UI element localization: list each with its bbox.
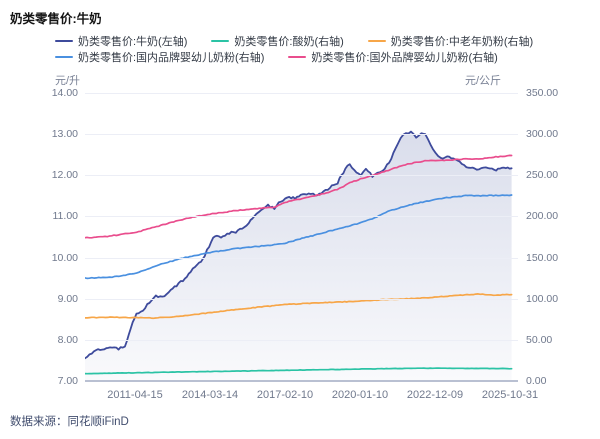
right-axis-tick: 150.00 [526, 252, 559, 264]
milk-line-swatch-icon [55, 39, 73, 43]
right-axis-unit: 元/公斤 [465, 75, 502, 87]
legend-row-2: 奶类零售价:国内品牌婴幼儿奶粉(右轴) 奶类零售价:国外品牌婴幼儿奶粉(右轴) [55, 49, 533, 65]
x-axis-tick: 2025-10-31 [481, 389, 539, 401]
foreign-infant-line-swatch-icon [288, 55, 307, 59]
gridline [85, 93, 518, 94]
plot-area[interactable] [85, 93, 518, 382]
right-axis-tick: 250.00 [526, 169, 559, 181]
legend-item-label: 奶类零售价:中老年奶粉(右轴) [390, 36, 534, 48]
gridline [85, 258, 518, 259]
right-axis-tick: 100.00 [526, 293, 559, 305]
gridline [85, 340, 518, 341]
line-series-canvas [85, 93, 518, 381]
data-source-note: 数据来源：同花顺iFinD [10, 416, 129, 428]
right-axis-tick: 0.00 [526, 375, 547, 387]
left-axis-tick: 11.00 [52, 210, 79, 222]
x-axis-tick: 2022-12-09 [406, 389, 464, 401]
x-axis-tick: 2020-01-10 [331, 389, 389, 401]
legend-row-1: 奶类零售价:牛奶(左轴) 奶类零售价:酸奶(右轴) 奶类零售价:中老年奶粉(右轴… [55, 33, 533, 49]
x-axis-tick: 2017-02-10 [256, 389, 314, 401]
legend-item-milk[interactable]: 奶类零售价:牛奶(左轴) [55, 33, 187, 49]
legend-item-label: 奶类零售价:酸奶(右轴) [234, 36, 344, 48]
legend-item-midage-powder[interactable]: 奶类零售价:中老年奶粉(右轴) [367, 33, 534, 49]
x-axis-tick: 2011-04-15 [107, 389, 163, 401]
left-axis-tick: 9.00 [57, 293, 78, 305]
left-axis-tick: 12.00 [51, 169, 78, 181]
legend-item-foreign-infant-powder[interactable]: 奶类零售价:国外品牌婴幼儿奶粉(右轴) [288, 49, 498, 65]
right-axis-tick: 350.00 [526, 87, 559, 99]
right-axis-tick: 200.00 [526, 210, 559, 222]
gridline [85, 175, 518, 176]
right-axis-tick: 300.00 [526, 128, 559, 140]
domestic-infant-line-swatch-icon [55, 55, 73, 59]
legend-item-domestic-infant-powder[interactable]: 奶类零售价:国内品牌婴幼儿奶粉(右轴) [55, 49, 264, 65]
yogurt-line-swatch-icon [211, 39, 230, 43]
legend-item-label: 奶类零售价:牛奶(左轴) [78, 36, 188, 48]
page-title: 奶类零售价:牛奶 [10, 12, 102, 26]
legend-item-label: 奶类零售价:国内品牌婴幼儿奶粉(右轴) [78, 52, 265, 64]
left-axis-tick: 13.00 [51, 128, 78, 140]
left-axis-tick: 14.00 [51, 87, 78, 99]
gridline [85, 134, 518, 135]
left-axis-tick: 10.00 [51, 252, 78, 264]
legend: 奶类零售价:牛奶(左轴) 奶类零售价:酸奶(右轴) 奶类零售价:中老年奶粉(右轴… [55, 33, 533, 65]
right-axis-tick: 50.00 [526, 334, 553, 346]
left-axis-unit: 元/升 [55, 75, 81, 87]
legend-item-label: 奶类零售价:国外品牌婴幼儿奶粉(右轴) [311, 52, 498, 64]
left-axis-tick: 7.00 [57, 375, 78, 387]
gridline [85, 299, 518, 300]
legend-item-yogurt[interactable]: 奶类零售价:酸奶(右轴) [211, 33, 344, 49]
x-axis-line [85, 380, 518, 382]
x-axis-tick: 2014-03-14 [181, 389, 239, 401]
midage-powder-line-swatch-icon [367, 39, 386, 43]
gridline [85, 216, 518, 217]
left-axis-tick: 8.00 [57, 334, 78, 346]
